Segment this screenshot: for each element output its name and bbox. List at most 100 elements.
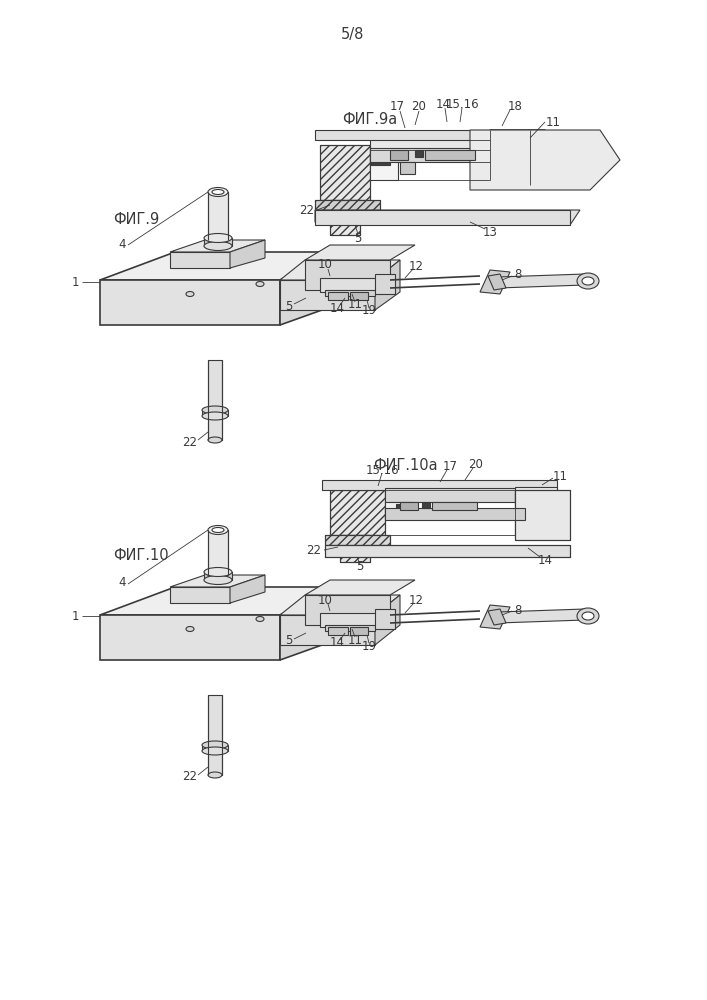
Text: 19: 19 bbox=[361, 640, 377, 652]
Polygon shape bbox=[488, 274, 506, 290]
Polygon shape bbox=[488, 609, 506, 625]
Bar bbox=[390, 150, 408, 160]
Polygon shape bbox=[280, 587, 350, 660]
Ellipse shape bbox=[208, 570, 228, 580]
Text: 20: 20 bbox=[411, 101, 426, 113]
Text: 4: 4 bbox=[118, 238, 126, 251]
Text: 11: 11 bbox=[546, 115, 561, 128]
Polygon shape bbox=[330, 200, 360, 235]
Ellipse shape bbox=[212, 528, 224, 532]
Text: ФИГ.9а: ФИГ.9а bbox=[342, 112, 397, 127]
Bar bbox=[325, 535, 390, 545]
Ellipse shape bbox=[208, 526, 228, 534]
Bar bbox=[330, 490, 385, 535]
Text: 14: 14 bbox=[329, 302, 344, 314]
Ellipse shape bbox=[577, 273, 599, 289]
Bar bbox=[400, 502, 418, 510]
Bar bbox=[370, 138, 525, 150]
Polygon shape bbox=[480, 270, 510, 294]
Polygon shape bbox=[230, 575, 265, 603]
Ellipse shape bbox=[577, 608, 599, 624]
Text: 13: 13 bbox=[483, 226, 498, 238]
Bar bbox=[370, 150, 398, 180]
Ellipse shape bbox=[582, 277, 594, 285]
Bar bbox=[515, 493, 557, 505]
Polygon shape bbox=[480, 605, 510, 629]
Bar bbox=[330, 200, 360, 235]
Ellipse shape bbox=[212, 190, 224, 194]
Ellipse shape bbox=[202, 412, 228, 420]
Bar bbox=[385, 508, 525, 520]
Text: 5: 5 bbox=[356, 560, 363, 574]
Ellipse shape bbox=[208, 235, 228, 244]
Polygon shape bbox=[315, 210, 580, 225]
Text: ФИГ.10: ФИГ.10 bbox=[113, 548, 169, 562]
Text: ФИГ.10а: ФИГ.10а bbox=[373, 458, 438, 473]
Polygon shape bbox=[204, 572, 232, 580]
Text: 12: 12 bbox=[409, 594, 423, 607]
Polygon shape bbox=[498, 609, 585, 623]
Polygon shape bbox=[208, 360, 222, 440]
Bar bbox=[490, 140, 530, 180]
Text: 20: 20 bbox=[469, 458, 484, 471]
Polygon shape bbox=[100, 280, 280, 325]
Polygon shape bbox=[208, 192, 228, 240]
Text: 17: 17 bbox=[390, 101, 404, 113]
Polygon shape bbox=[280, 260, 400, 280]
Polygon shape bbox=[280, 252, 350, 325]
Polygon shape bbox=[208, 530, 228, 575]
Ellipse shape bbox=[204, 241, 232, 250]
Bar bbox=[320, 145, 370, 200]
Bar bbox=[325, 290, 375, 296]
Bar bbox=[400, 162, 415, 174]
Polygon shape bbox=[375, 595, 400, 645]
Polygon shape bbox=[315, 200, 380, 210]
Bar bbox=[370, 148, 490, 162]
Polygon shape bbox=[170, 252, 230, 268]
Text: 5: 5 bbox=[286, 300, 293, 312]
Bar bbox=[370, 153, 390, 165]
Ellipse shape bbox=[204, 576, 232, 584]
Bar bbox=[328, 292, 348, 300]
Text: 4: 4 bbox=[118, 576, 126, 588]
Polygon shape bbox=[330, 490, 385, 535]
Ellipse shape bbox=[202, 406, 228, 414]
Text: 14: 14 bbox=[537, 554, 552, 566]
Bar bbox=[515, 487, 557, 535]
Ellipse shape bbox=[204, 568, 232, 576]
Bar bbox=[325, 545, 570, 557]
Polygon shape bbox=[170, 587, 230, 603]
Bar bbox=[350, 627, 368, 635]
Text: 10: 10 bbox=[317, 258, 332, 271]
Polygon shape bbox=[305, 595, 390, 625]
Text: 1: 1 bbox=[71, 275, 78, 288]
Ellipse shape bbox=[202, 741, 228, 749]
Polygon shape bbox=[100, 615, 280, 660]
Ellipse shape bbox=[186, 626, 194, 632]
Ellipse shape bbox=[582, 612, 594, 620]
Bar bbox=[432, 502, 477, 510]
Ellipse shape bbox=[256, 616, 264, 621]
Polygon shape bbox=[490, 130, 570, 185]
Bar bbox=[315, 200, 380, 210]
Polygon shape bbox=[320, 145, 370, 200]
Polygon shape bbox=[280, 615, 375, 645]
Text: 17: 17 bbox=[443, 460, 457, 473]
Polygon shape bbox=[515, 490, 570, 540]
Polygon shape bbox=[305, 260, 390, 290]
Bar bbox=[325, 625, 375, 631]
Polygon shape bbox=[280, 280, 375, 310]
Polygon shape bbox=[375, 609, 395, 629]
Polygon shape bbox=[204, 238, 232, 246]
Bar bbox=[425, 150, 475, 160]
Polygon shape bbox=[208, 695, 222, 775]
Polygon shape bbox=[170, 240, 265, 252]
Bar bbox=[415, 150, 423, 157]
Ellipse shape bbox=[204, 233, 232, 242]
Polygon shape bbox=[280, 595, 400, 615]
Bar bbox=[320, 278, 380, 292]
Polygon shape bbox=[470, 130, 620, 190]
Text: 11: 11 bbox=[552, 471, 568, 484]
Text: 10: 10 bbox=[317, 593, 332, 606]
Polygon shape bbox=[170, 575, 265, 587]
